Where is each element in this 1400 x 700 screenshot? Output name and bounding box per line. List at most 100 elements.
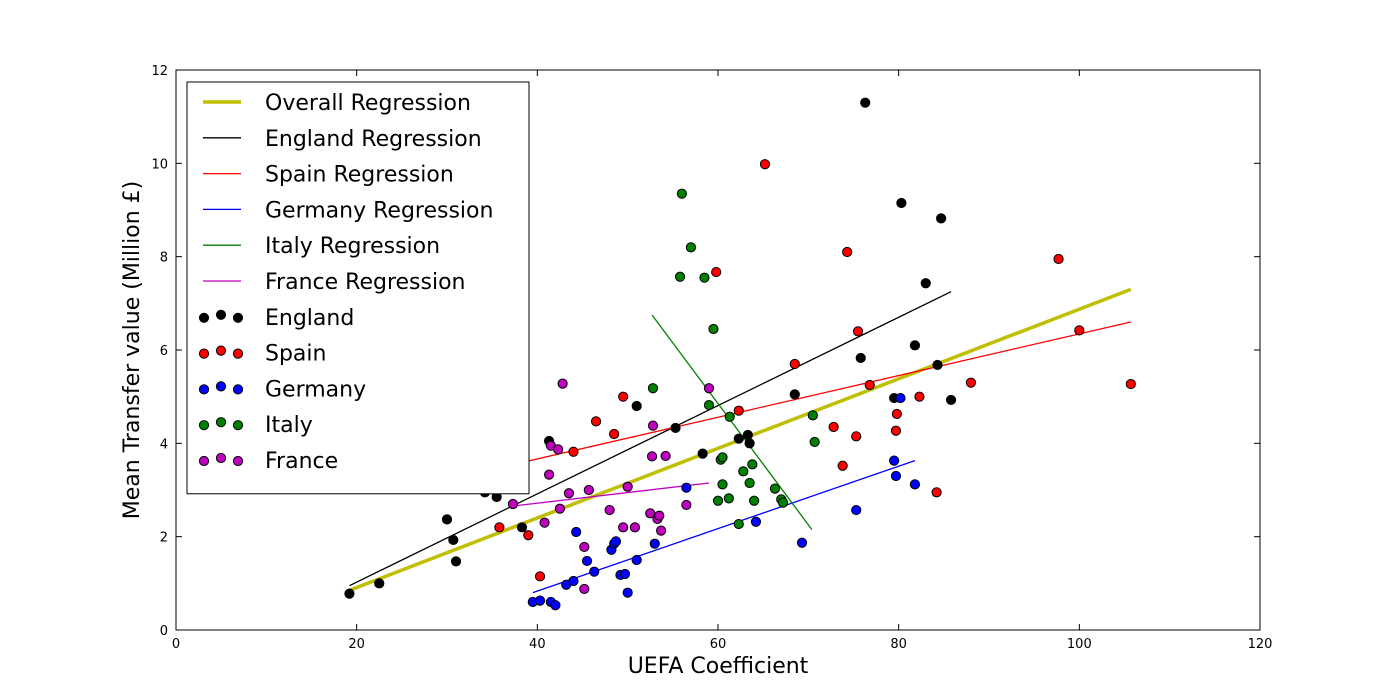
france-point (579, 583, 590, 595)
y-tick-label: 8 (160, 251, 168, 266)
germany-point (534, 595, 546, 606)
spain-series (494, 159, 1136, 582)
germany-point (550, 600, 561, 611)
legend-marker-spain (198, 348, 210, 359)
x-tick-label: 80 (890, 637, 907, 652)
england-point (697, 448, 708, 459)
germany-point (890, 470, 902, 482)
y-tick-label: 0 (160, 624, 168, 639)
y-tick-label: 12 (151, 64, 168, 79)
y-tick-label: 2 (160, 531, 168, 546)
italy-point (708, 323, 719, 335)
legend-marker-italy (198, 420, 210, 431)
legend-label-italy-regression: Italy Regression (265, 234, 440, 259)
england-point (516, 522, 528, 533)
x-tick-label: 0 (172, 637, 180, 652)
england-point (920, 278, 931, 289)
italy-point (769, 483, 781, 494)
england-point (936, 213, 947, 224)
france-point (703, 383, 715, 394)
legend-marker-france (215, 452, 227, 464)
legend-label-england: England (265, 306, 354, 331)
legend-box (186, 81, 530, 495)
germany-point (649, 538, 660, 549)
y-tick-label: 6 (160, 344, 168, 359)
x-tick-label: 40 (529, 637, 546, 652)
spain-point (789, 358, 800, 370)
spain-point (891, 408, 902, 420)
spain-point (890, 425, 902, 436)
france-point (618, 522, 629, 533)
italy-point (676, 188, 687, 199)
legend-label-overall-regression: Overall Regression (265, 91, 471, 116)
england-point (855, 352, 866, 364)
x-axis-label: UEFA Coefficient (628, 654, 809, 679)
italy-point (674, 271, 686, 282)
spain-point (523, 530, 534, 541)
spain-point (852, 326, 864, 337)
germany-point (851, 504, 862, 516)
italy-point (777, 497, 789, 508)
germany-point (631, 554, 642, 566)
italy-point (703, 399, 715, 411)
france-point (507, 498, 519, 510)
germany-point (619, 568, 631, 580)
italy-series (647, 188, 820, 530)
spain-point (609, 428, 620, 440)
germany-point (568, 575, 579, 587)
france-point (646, 451, 658, 462)
legend-label-germany-regression: Germany Regression (265, 198, 493, 223)
spain-point (1053, 253, 1064, 265)
france-point (660, 450, 671, 462)
germany-point (796, 537, 808, 548)
spain-regression-line (503, 321, 1131, 468)
legend-marker-france (198, 455, 210, 467)
france-regression-line (510, 482, 710, 507)
france-point (539, 517, 550, 528)
legend-marker-england (215, 309, 227, 320)
spain-point (914, 391, 925, 402)
spain-point (965, 377, 977, 388)
y-tick-label: 10 (151, 157, 168, 172)
legend-marker-england (198, 312, 210, 323)
germany-series (527, 392, 921, 611)
germany-point (681, 482, 692, 493)
france-point (583, 484, 594, 496)
germany-point (889, 455, 900, 466)
england-point (860, 97, 871, 108)
spain-point (759, 159, 771, 170)
x-tick-label: 100 (1067, 637, 1092, 652)
legend-label-italy: Italy (265, 413, 313, 438)
england-point (744, 438, 755, 449)
italy-point (717, 479, 728, 490)
x-tick-label: 60 (710, 637, 727, 652)
italy-point (717, 452, 728, 463)
spain-point (534, 571, 546, 582)
germany-point (909, 479, 921, 490)
germany-point (571, 526, 582, 538)
spain-point (851, 431, 862, 442)
italy-regression-line (651, 314, 813, 531)
england-point (932, 359, 943, 371)
legend-marker-italy (215, 417, 227, 428)
spain-point (828, 421, 839, 433)
england-point (448, 534, 459, 546)
spain-point (590, 416, 602, 427)
england-point (789, 389, 800, 400)
data-points (344, 97, 1136, 611)
france-point (554, 503, 566, 514)
italy-point (809, 436, 820, 448)
germany-point (589, 566, 600, 577)
x-tick-label: 120 (1248, 637, 1273, 652)
spain-point (568, 446, 579, 457)
france-point (655, 525, 667, 536)
italy-point (738, 466, 749, 477)
france-point (557, 378, 568, 389)
legend-label-england-regression: England Regression (265, 127, 482, 152)
italy-point (699, 272, 710, 283)
france-point (647, 420, 659, 431)
germany-point (750, 516, 762, 527)
spain-point (618, 391, 629, 402)
italy-point (747, 459, 758, 470)
legend-marker-italy (232, 420, 244, 431)
